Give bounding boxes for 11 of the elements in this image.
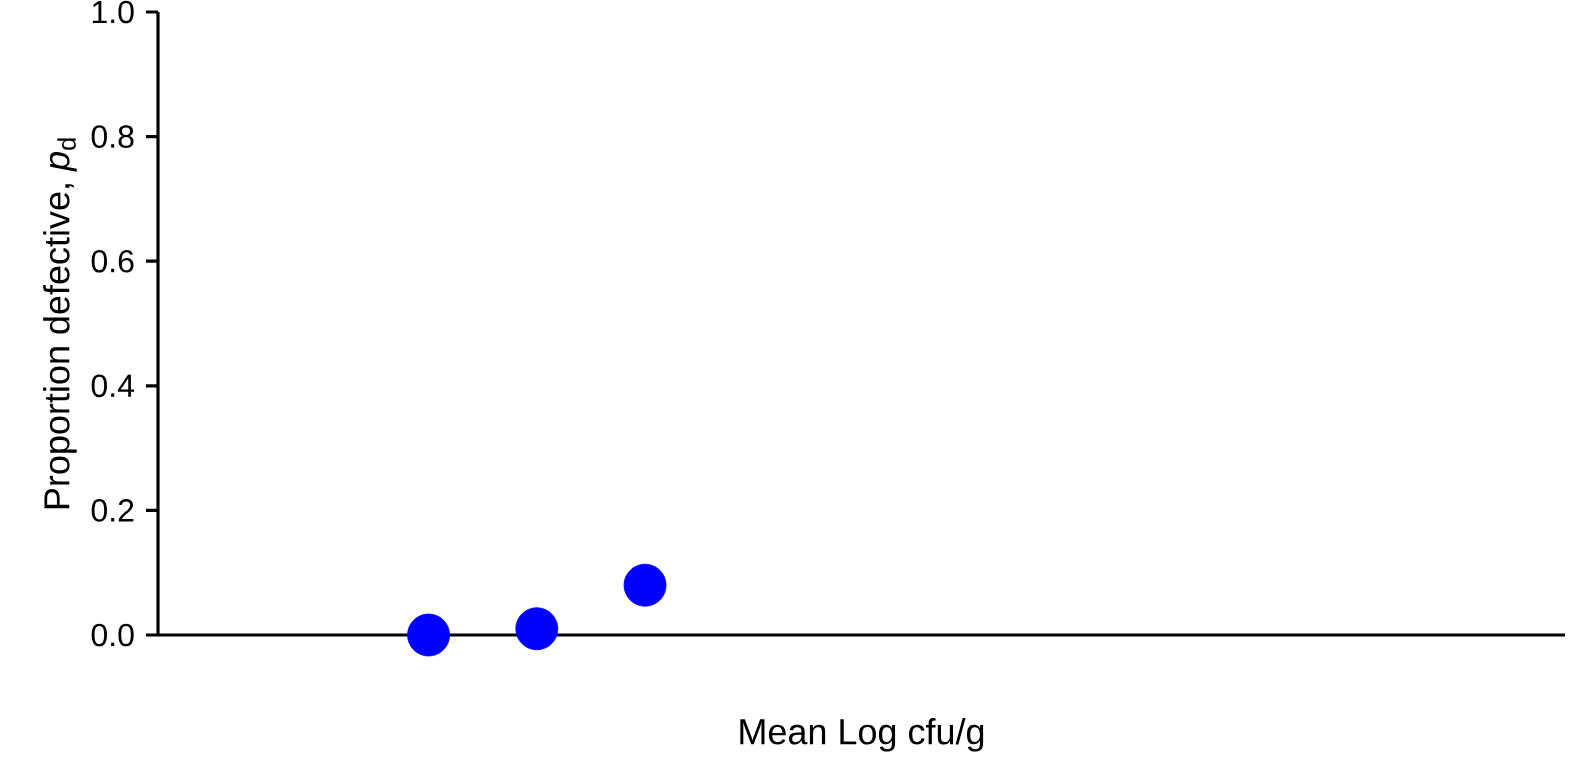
point	[515, 607, 559, 651]
y-tick-label: 1.0	[92, 0, 134, 24]
x-axis-title: Mean Log cfu/g	[740, 718, 984, 752]
y-tick-label: 0.0	[91, 623, 134, 647]
y-tick-label: 0.6	[91, 249, 134, 273]
y-tick-label: 0.4	[91, 374, 134, 398]
point	[407, 613, 450, 657]
y-tick-label: 0.8	[91, 125, 134, 148]
y-tick-label: 0.2	[91, 499, 134, 522]
point	[623, 563, 667, 607]
y-axis-title: Proportion defective, p$_{d}$	[43, 138, 77, 509]
